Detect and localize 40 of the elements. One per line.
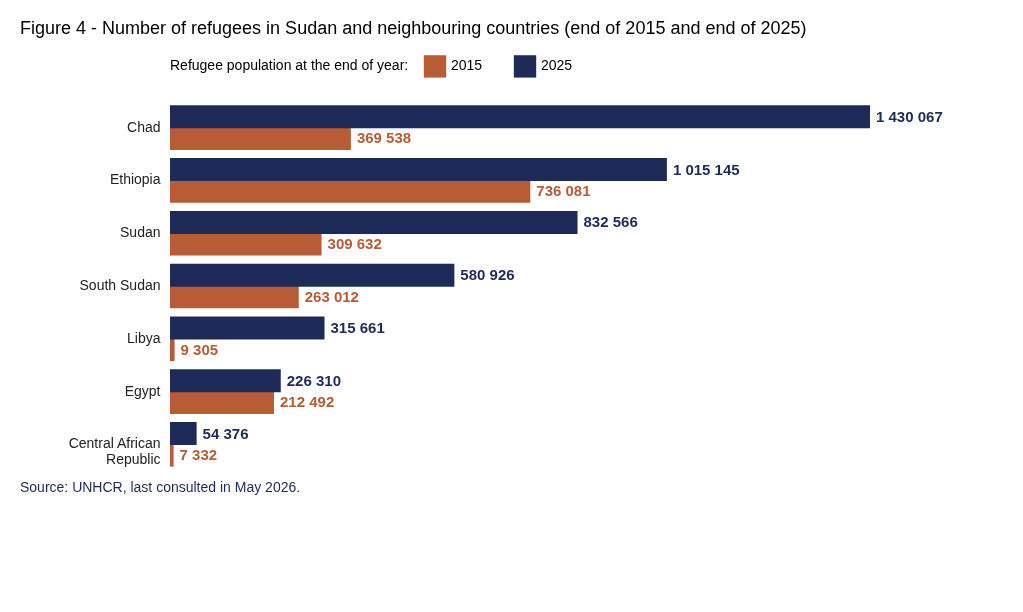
y-tick-label: South Sudan [79,277,161,293]
data-label: 736 081 [536,182,591,200]
data-label: 226 310 [286,371,342,389]
data-label: 315 661 [330,318,385,336]
legend-title: Refugee population at the end of year: [170,57,409,73]
y-tick-label: Egypt [124,382,161,399]
bar [170,105,870,129]
data-label: 9 305 [180,340,219,358]
bar [170,422,197,446]
bar [170,126,351,150]
data-label: 832 566 [583,213,638,231]
bar [170,210,578,234]
legend-label: 2025 [541,57,573,74]
data-label: 263 012 [304,287,359,305]
legend-label: 2015 [451,57,483,74]
data-label: 212 492 [280,393,335,411]
y-tick-label: Libya [127,329,161,346]
bar [170,316,325,340]
data-label: 54 376 [202,424,249,442]
bar [170,179,531,203]
bar [170,338,175,362]
chart-title: Figure 4 - Number of refugees in Sudan and neighbouring countries (end of 2015 and end of 2025) [20,18,807,38]
y-tick-label: Chad [127,118,161,135]
data-label: 309 632 [327,235,382,253]
source-note: Source: UNHCR, last consulted in May 2026. [20,479,301,495]
bar [170,369,281,393]
bar [170,390,275,414]
bar [170,285,299,309]
y-tick-label: Ethiopia [109,171,161,188]
data-label: 1 015 145 [672,160,740,178]
bar [170,232,322,256]
data-label: 580 926 [460,266,515,284]
bar [170,263,455,287]
data-label: 1 430 067 [876,107,943,125]
bar [170,158,667,182]
data-label: 369 538 [356,129,412,147]
y-tick-label: Central African Republic [68,435,161,468]
y-tick-label: Sudan [120,224,161,241]
bar [170,443,174,467]
data-label: 7 332 [179,446,218,464]
